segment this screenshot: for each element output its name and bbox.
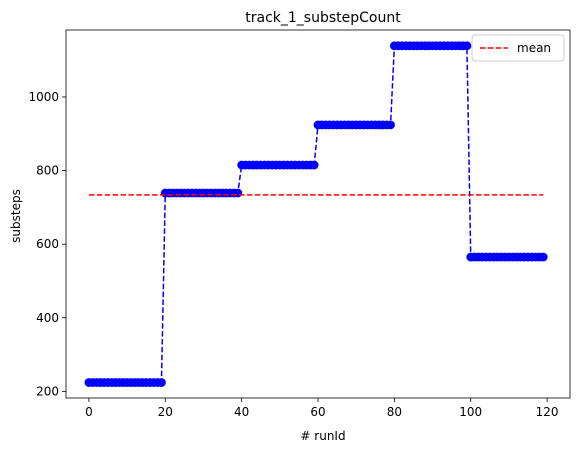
data-point-19 <box>157 378 166 387</box>
y-tick-label-600: 600 <box>36 237 59 251</box>
x-tick-label-60: 60 <box>310 405 325 419</box>
plot-area <box>84 41 548 387</box>
y-tick-label-200: 200 <box>36 384 59 398</box>
legend: mean <box>471 34 565 62</box>
x-tick-label-20: 20 <box>158 405 173 419</box>
x-tick-label-100: 100 <box>459 405 482 419</box>
legend-label-mean: mean <box>517 41 551 55</box>
data-point-39 <box>233 188 243 198</box>
x-tick-label-40: 40 <box>234 405 249 419</box>
y-tick-label-400: 400 <box>36 311 59 325</box>
y-axis-label: substeps <box>9 189 23 243</box>
series-line-substeps <box>88 45 544 384</box>
y-tick-label-800: 800 <box>36 164 59 178</box>
data-point-59 <box>309 160 319 170</box>
data-point-79 <box>386 120 395 130</box>
axes-frame <box>65 29 571 399</box>
x-tick-label-0: 0 <box>85 405 93 419</box>
x-axis-label: # runId <box>300 429 345 443</box>
chart-title: track_1_substepCount <box>245 10 401 26</box>
y-tick-label-1000: 1000 <box>28 90 59 104</box>
data-point-119 <box>538 252 548 262</box>
x-tick-label-80: 80 <box>387 405 402 419</box>
data-point-99 <box>462 41 472 51</box>
x-tick-label-120: 120 <box>536 405 559 419</box>
axes: 0 20 40 60 80 100 120 200 400 600 800 1000 <box>28 29 571 419</box>
legend-box <box>471 34 565 62</box>
